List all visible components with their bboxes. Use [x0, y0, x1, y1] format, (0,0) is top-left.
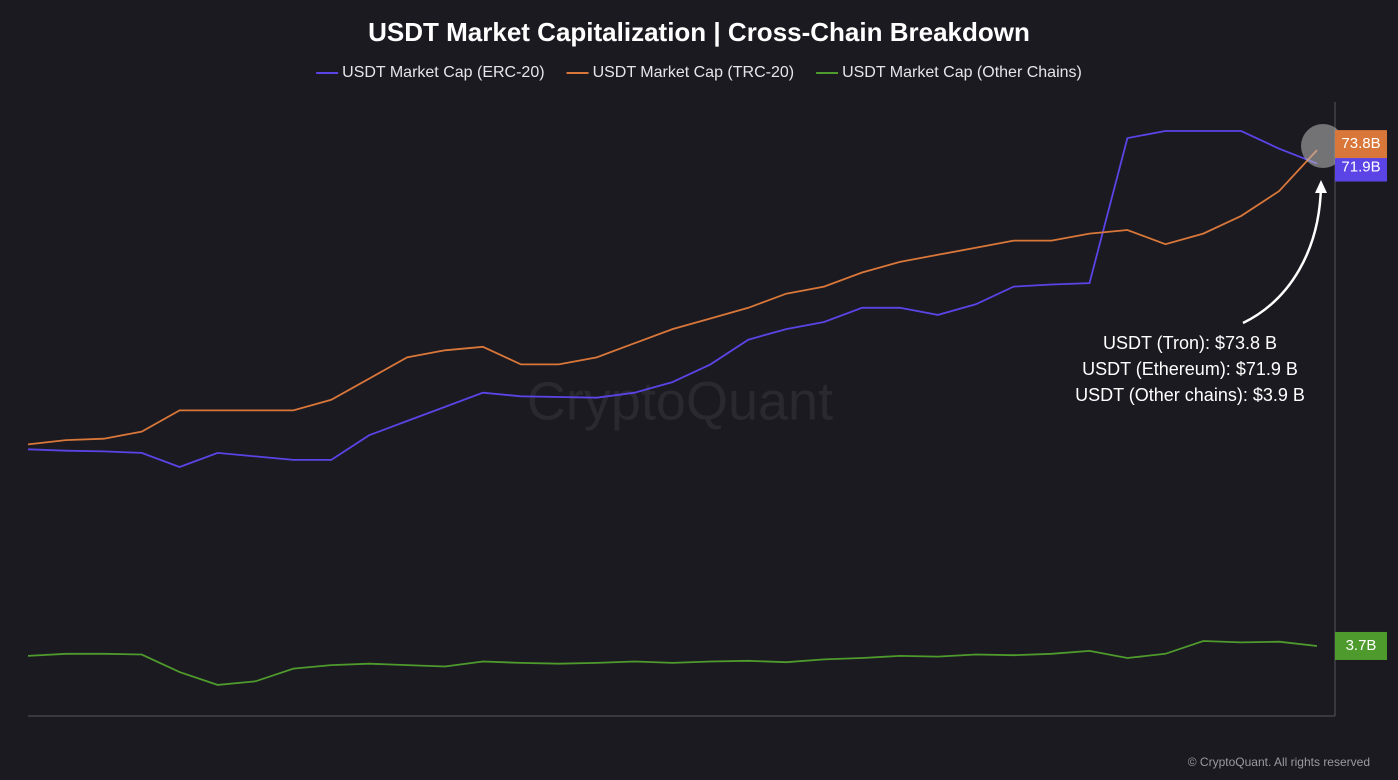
series-line — [27, 640, 1318, 686]
series-line — [27, 149, 1318, 446]
annotation: USDT (Tron): $73.8 B USDT (Ethereum): $71… — [1075, 333, 1305, 405]
legend-label: USDT Market Cap (ERC-20) — [342, 64, 544, 81]
chart-title: USDT Market Capitalization | Cross-Chain… — [368, 17, 1030, 47]
legend-label: USDT Market Cap (TRC-20) — [593, 64, 795, 81]
footer: © CryptoQuant. All rights reserved — [1188, 755, 1370, 769]
lines — [27, 130, 1318, 686]
end-label: 73.8B — [1341, 135, 1380, 152]
annotation-line: USDT (Ethereum): $71.9 B — [1082, 359, 1298, 379]
end-label-box — [1335, 130, 1387, 159]
annotation-arrow — [1242, 184, 1323, 325]
annotation-line: USDT (Tron): $73.8 B — [1103, 333, 1277, 353]
end-label: 71.9B — [1341, 159, 1380, 176]
legend-label: USDT Market Cap (Other Chains) — [842, 64, 1082, 81]
highlight-circle — [1301, 124, 1345, 168]
end-label-box — [1335, 153, 1387, 182]
series-line — [27, 130, 1318, 468]
end-labels: 71.9B 73.8B 3.7B — [1335, 130, 1387, 660]
legend: USDT Market Cap (ERC-20) USDT Market Cap … — [316, 64, 1082, 81]
end-label-box — [1335, 631, 1387, 660]
arrow-head — [1315, 180, 1327, 193]
annotation-line: USDT (Other chains): $3.9 B — [1075, 385, 1305, 405]
end-label: 3.7B — [1346, 637, 1377, 654]
watermark: CryptoQuant — [527, 371, 833, 431]
